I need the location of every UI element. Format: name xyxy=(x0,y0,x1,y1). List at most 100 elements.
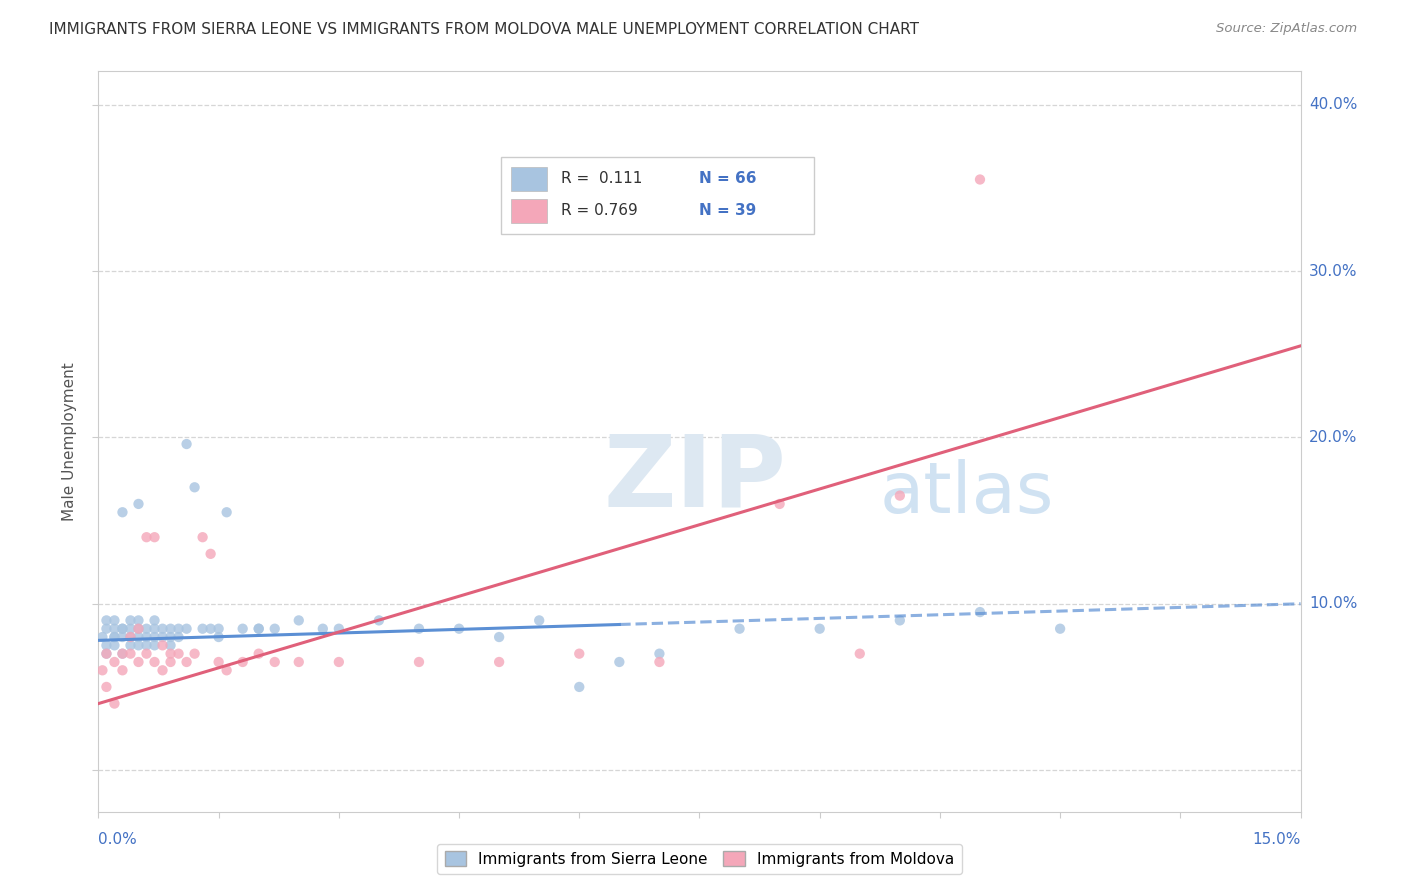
FancyBboxPatch shape xyxy=(510,199,547,223)
Point xyxy=(208,630,231,644)
Text: 20.0%: 20.0% xyxy=(1309,430,1357,445)
Point xyxy=(120,622,142,636)
Point xyxy=(328,622,350,636)
Point xyxy=(96,647,118,661)
Text: N = 39: N = 39 xyxy=(699,203,756,218)
Point xyxy=(143,614,166,628)
Point xyxy=(408,622,430,636)
Point xyxy=(111,622,134,636)
Point xyxy=(176,437,198,451)
Point xyxy=(368,614,391,628)
Point xyxy=(609,655,631,669)
Point xyxy=(128,497,150,511)
Point xyxy=(103,630,125,644)
Text: R =  0.111: R = 0.111 xyxy=(561,171,643,186)
Point xyxy=(128,614,150,628)
Point xyxy=(96,680,118,694)
Point xyxy=(135,530,157,544)
Point xyxy=(648,655,671,669)
Point xyxy=(91,663,114,677)
Point xyxy=(247,622,270,636)
Point xyxy=(103,638,125,652)
Point xyxy=(889,489,911,503)
Text: 30.0%: 30.0% xyxy=(1309,263,1357,278)
Legend: Immigrants from Sierra Leone, Immigrants from Moldova: Immigrants from Sierra Leone, Immigrants… xyxy=(437,844,962,874)
Point xyxy=(111,622,134,636)
Point xyxy=(111,505,134,519)
Point xyxy=(183,480,205,494)
Point xyxy=(103,630,125,644)
Text: 40.0%: 40.0% xyxy=(1309,97,1357,112)
Point xyxy=(648,647,671,661)
Point xyxy=(768,497,790,511)
Point xyxy=(152,663,174,677)
Point xyxy=(288,614,311,628)
Point xyxy=(167,647,190,661)
Point xyxy=(128,630,150,644)
Point xyxy=(135,622,157,636)
Point xyxy=(120,630,142,644)
Point xyxy=(263,655,285,669)
Point xyxy=(568,647,591,661)
Point xyxy=(208,622,231,636)
Point xyxy=(120,630,142,644)
Point xyxy=(1049,622,1071,636)
Point xyxy=(529,614,551,628)
Point xyxy=(247,647,270,661)
Point xyxy=(135,647,157,661)
Point xyxy=(128,655,150,669)
Text: Source: ZipAtlas.com: Source: ZipAtlas.com xyxy=(1216,22,1357,36)
Point xyxy=(135,630,157,644)
Point xyxy=(143,530,166,544)
Point xyxy=(103,614,125,628)
Point xyxy=(111,663,134,677)
Point xyxy=(128,622,150,636)
Point xyxy=(103,655,125,669)
Text: R = 0.769: R = 0.769 xyxy=(561,203,638,218)
Point xyxy=(808,622,831,636)
Point xyxy=(488,655,510,669)
Point xyxy=(159,647,181,661)
Point xyxy=(408,655,430,669)
Point xyxy=(111,630,134,644)
Point xyxy=(159,630,181,644)
Text: N = 66: N = 66 xyxy=(699,171,756,186)
Point xyxy=(247,622,270,636)
Point xyxy=(159,655,181,669)
Point xyxy=(111,647,134,661)
Point xyxy=(176,622,198,636)
Point xyxy=(167,622,190,636)
Point xyxy=(103,697,125,711)
Point xyxy=(167,630,190,644)
Point xyxy=(447,622,470,636)
Point xyxy=(328,655,350,669)
Point xyxy=(111,647,134,661)
Point xyxy=(96,638,118,652)
Point xyxy=(969,172,991,186)
Point xyxy=(103,622,125,636)
Point xyxy=(232,622,254,636)
Point xyxy=(96,614,118,628)
FancyBboxPatch shape xyxy=(510,167,547,191)
FancyBboxPatch shape xyxy=(501,156,814,235)
Point xyxy=(849,647,872,661)
Point xyxy=(288,655,311,669)
Point xyxy=(263,622,285,636)
Point xyxy=(128,622,150,636)
Point xyxy=(191,530,214,544)
Text: ZIP: ZIP xyxy=(603,430,786,527)
Text: 15.0%: 15.0% xyxy=(1253,831,1301,847)
Point xyxy=(176,655,198,669)
Point xyxy=(143,655,166,669)
Point xyxy=(143,622,166,636)
Point xyxy=(969,605,991,619)
Text: 0.0%: 0.0% xyxy=(98,831,138,847)
Point xyxy=(96,622,118,636)
Point xyxy=(128,638,150,652)
Point xyxy=(152,630,174,644)
Point xyxy=(191,622,214,636)
Point xyxy=(143,638,166,652)
Point xyxy=(120,647,142,661)
Point xyxy=(159,638,181,652)
Point xyxy=(215,663,238,677)
